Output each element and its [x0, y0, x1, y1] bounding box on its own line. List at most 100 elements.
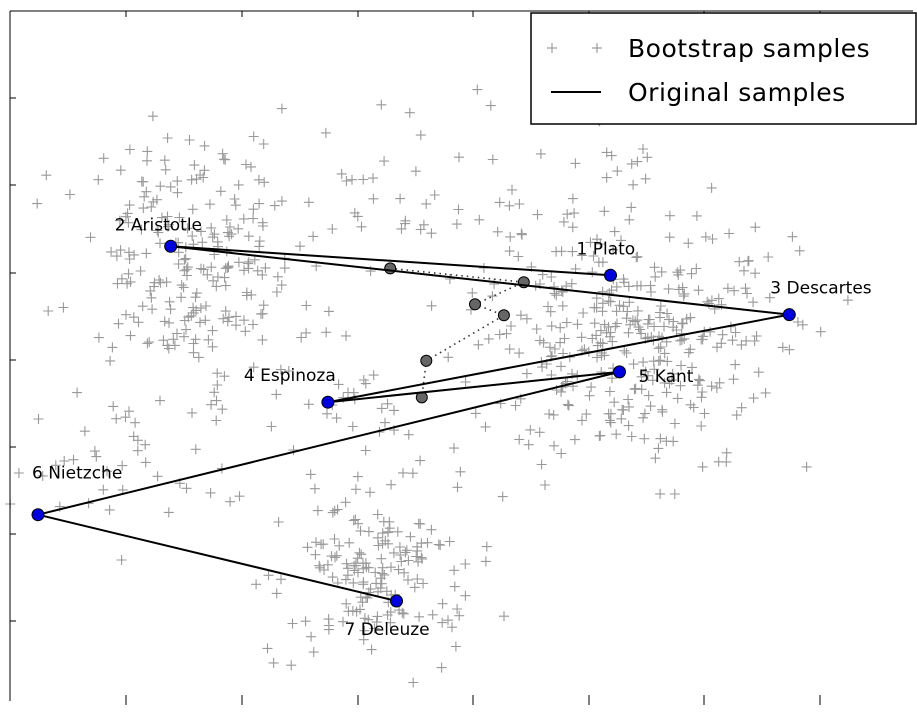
bootstrap-sample-marker — [93, 174, 104, 185]
bootstrap-sample-marker — [220, 306, 231, 317]
bootstrap-sample-marker — [515, 310, 526, 321]
legend: Bootstrap samples Original samples — [530, 12, 917, 125]
bootstrap-sample-marker — [497, 491, 508, 502]
bootstrap-sample-marker — [258, 139, 269, 149]
bootstrap-sample-marker — [124, 144, 135, 155]
bootstrap-sample-marker — [363, 526, 374, 537]
bootstrap-sample-marker — [262, 643, 273, 654]
bootstrap-sample-marker — [146, 202, 157, 212]
bootstrap-sample-marker — [414, 611, 425, 622]
bootstrap-sample-marker — [605, 296, 616, 307]
bootstrap-sample-marker — [224, 231, 235, 242]
bootstrap-sample-marker — [231, 320, 241, 331]
bootstrap-sample-marker — [189, 160, 200, 171]
bootstrap-sample-marker — [585, 237, 596, 248]
bootstrap-sample-marker — [226, 229, 237, 240]
bootstrap-sample-marker — [355, 592, 366, 603]
bootstrap-sample-marker — [283, 366, 294, 376]
bootstrap-sample-marker — [706, 295, 717, 306]
bootstrap-sample-marker — [360, 558, 371, 569]
bootstrap-sample-marker — [233, 179, 244, 190]
bootstrap-sample-marker — [79, 426, 90, 437]
bootstrap-sample-marker — [693, 374, 704, 385]
bootstrap-sample-marker — [692, 380, 703, 391]
bootstrap-sample-marker — [624, 214, 635, 225]
bootstrap-sample-marker — [698, 331, 708, 342]
bootstrap-sample-marker — [697, 387, 708, 397]
bootstrap-sample-marker — [548, 409, 559, 420]
bootstrap-sample-marker — [673, 284, 684, 295]
bootstrap-sample-marker — [179, 331, 189, 342]
bootstrap-sample-marker — [695, 375, 705, 386]
bootstrap-sample-marker — [426, 228, 437, 239]
bootstrap-sample-marker — [98, 153, 109, 164]
bootstrap-sample-marker — [173, 259, 184, 269]
bootstrap-sample-marker — [206, 399, 217, 410]
bootstrap-sample-marker — [125, 276, 136, 287]
bootstrap-sample-marker — [198, 264, 209, 275]
bootstrap-sample-marker — [645, 401, 656, 412]
bootstrap-sample-marker — [777, 342, 788, 353]
bootstrap-sample-marker — [561, 317, 572, 328]
bootstrap-sample-marker — [181, 483, 192, 494]
bootstrap-sample-marker — [136, 224, 147, 235]
bootstrap-sample-marker — [111, 413, 122, 424]
bootstrap-sample-marker — [643, 390, 654, 401]
bootstrap-sample-marker — [741, 335, 752, 346]
bootstrap-sample-marker — [460, 559, 471, 569]
bootstrap-sample-marker — [643, 370, 653, 381]
bootstrap-sample-marker — [597, 257, 608, 268]
bootstrap-sample-marker — [329, 534, 340, 544]
bootstrap-sample-marker — [253, 174, 264, 185]
bootstrap-sample-marker — [545, 306, 556, 317]
bootstrap-sample-marker — [395, 550, 406, 560]
bootstrap-sample-marker — [693, 285, 704, 296]
bootstrap-sample-marker — [626, 158, 637, 169]
bootstrap-sample-marker — [712, 342, 722, 353]
bootstrap-sample-marker — [222, 316, 233, 327]
bootstrap-sample-marker — [302, 542, 313, 553]
point-label: 1 Plato — [577, 239, 636, 259]
bootstrap-sample-marker — [147, 304, 158, 315]
bootstrap-sample-marker — [662, 308, 673, 319]
bootstrap-samples-layer — [5, 58, 853, 688]
bootstrap-sample-marker — [257, 217, 268, 228]
bootstrap-sample-marker — [449, 565, 460, 576]
bootstrap-sample-marker — [655, 342, 666, 352]
point-label: 7 Deleuze — [345, 620, 430, 640]
bootstrap-sample-marker — [697, 461, 708, 472]
bootstrap-sample-marker — [630, 316, 641, 327]
point-labels-layer: 1 Plato 2 Aristotle 3 Descartes 4 Espinoza 5… — [32, 215, 872, 640]
bootstrap-sample-marker — [375, 583, 386, 594]
bootstrap-sample-marker — [603, 296, 614, 307]
bootstrap-sample-marker — [68, 454, 79, 465]
bootstrap-sample-marker — [203, 334, 214, 345]
bootstrap-sample-marker — [623, 394, 634, 405]
bootstrap-sample-marker — [376, 403, 387, 414]
legend-bootstrap-marker — [547, 43, 602, 53]
bootstrap-sample-marker — [349, 207, 360, 218]
bootstrap-sample-marker — [243, 258, 254, 269]
bootstrap-sample-marker — [678, 291, 689, 302]
bootstrap-sample-marker — [13, 468, 24, 478]
bootstrap-sample-marker — [727, 335, 738, 346]
point-label: 3 Descartes — [770, 279, 872, 299]
bootstrap-sample-marker — [556, 448, 567, 459]
bootstrap-sample-marker — [606, 150, 617, 161]
bootstrap-sample-marker — [172, 328, 182, 339]
bootstrap-sample-marker — [258, 300, 269, 311]
bootstrap-sample-marker — [342, 563, 353, 574]
bootstrap-sample-marker — [724, 228, 735, 239]
bootstrap-sample-marker — [368, 173, 378, 184]
bootstrap-sample-marker — [156, 212, 167, 223]
bootstrap-sample-marker — [303, 197, 314, 208]
bootstrap-sample-marker — [451, 219, 462, 230]
bootstrap-sample-marker — [165, 304, 176, 315]
bootstrap-sample-marker — [222, 262, 233, 273]
bootstrap-sample-marker — [389, 405, 399, 416]
bootstrap-sample-marker — [269, 200, 280, 211]
bootstrap-sample-marker — [699, 408, 710, 419]
bootstrap-sample-marker — [713, 293, 724, 304]
bootstrap-sample-marker — [172, 176, 183, 187]
bootstrap-sample-marker — [433, 539, 444, 550]
